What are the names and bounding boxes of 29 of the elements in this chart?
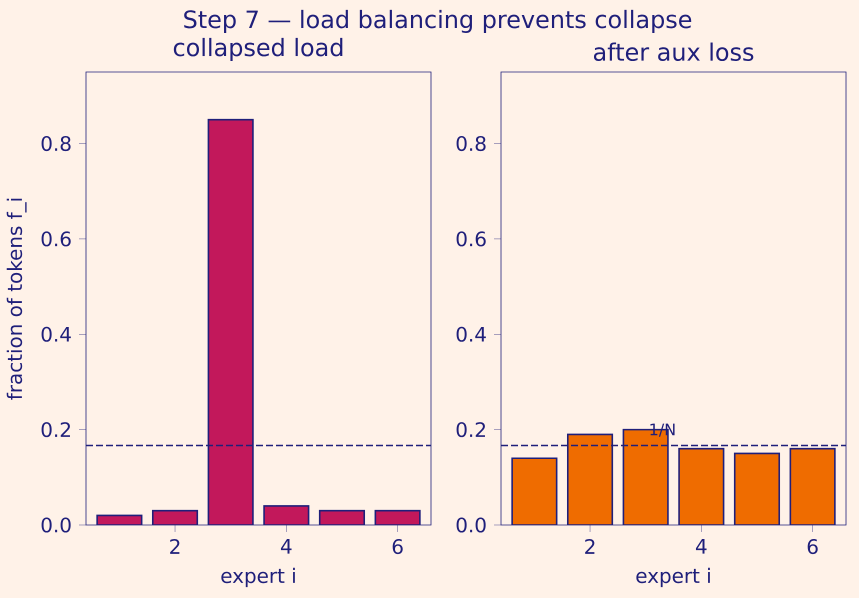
x-tick-label: 4 — [696, 539, 707, 554]
y-tick-label: 0.4 — [42, 326, 71, 342]
bar — [790, 448, 836, 525]
y-tick-label: 0.0 — [42, 517, 71, 533]
y-tick-label: 0.0 — [456, 517, 486, 533]
chart-subtitle: collapsed load — [174, 38, 342, 62]
chart-title: after aux loss — [594, 42, 754, 62]
y-tick-label: 0.4 — [456, 326, 486, 342]
y-tick-label: 0.6 — [456, 231, 486, 246]
y-tick-label: 0.6 — [42, 231, 71, 246]
y-tick-label: 0.2 — [42, 422, 70, 438]
x-axis-title: expert i — [636, 568, 710, 588]
ref-line-label: 1/N — [650, 424, 675, 437]
x-axis-title: expert i — [221, 568, 295, 588]
x-tick-label: 2 — [170, 539, 180, 554]
x-tick-label: 6 — [392, 539, 403, 554]
y-tick-label: 0.8 — [42, 136, 71, 152]
bar — [679, 448, 724, 525]
bar — [734, 453, 780, 525]
y-tick-label: 0.8 — [456, 136, 486, 152]
x-tick-label: 4 — [280, 539, 292, 554]
bar — [512, 458, 557, 525]
x-tick-label: 2 — [585, 539, 594, 554]
y-tick-label: 0.2 — [456, 422, 485, 438]
bar — [568, 434, 612, 525]
y-axis-title: fraction of tokens f_i — [6, 198, 27, 400]
x-tick-label: 6 — [808, 539, 818, 554]
chart-title: Step 7 — load balancing prevents collapse — [184, 10, 692, 33]
bar — [208, 120, 253, 525]
